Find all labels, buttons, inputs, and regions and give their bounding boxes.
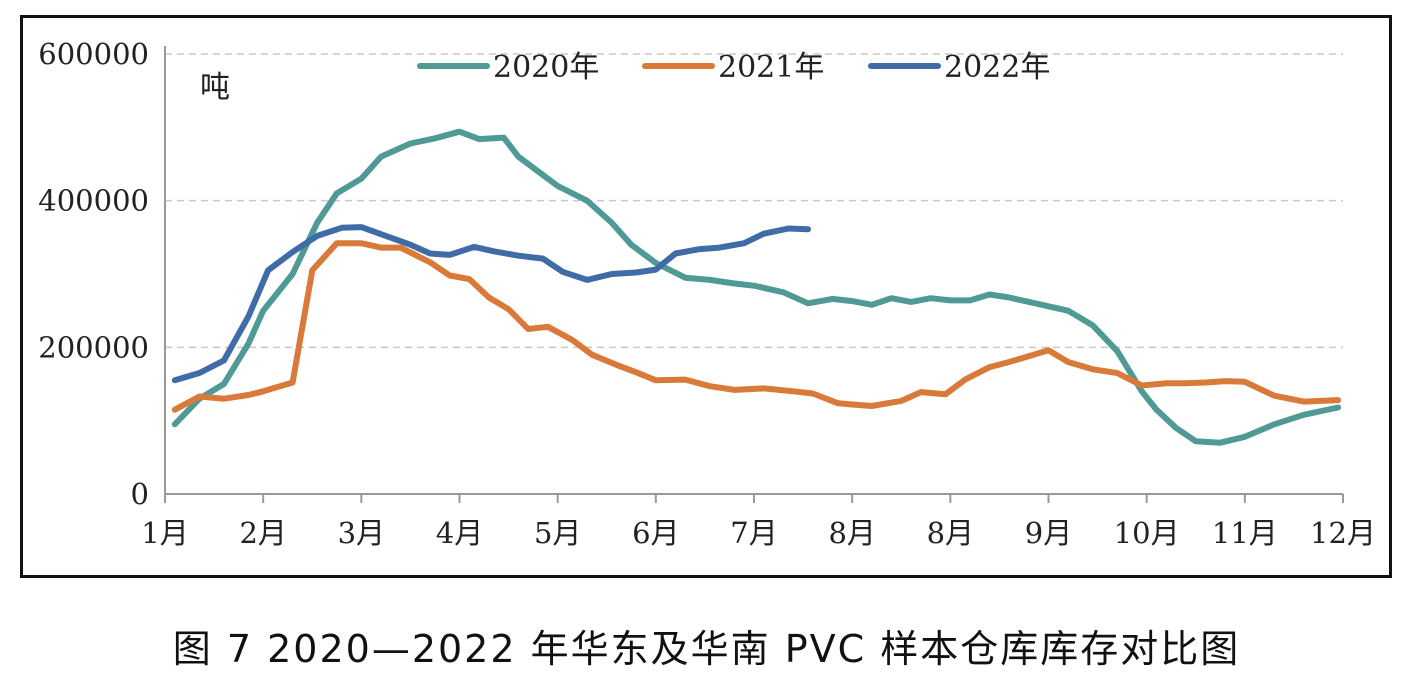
series-line-2021年 bbox=[171, 240, 1342, 413]
x-tick-label: 11月 bbox=[1212, 516, 1278, 550]
series-layer bbox=[171, 128, 1342, 446]
chart-svg: 0 200000 400000 600000 1月 2月 3月 4月 5月 6月 7月 8月 8月 9月 1… bbox=[38, 37, 1376, 550]
y-tick-label: 0 bbox=[131, 477, 149, 511]
chart-frame: 0 200000 400000 600000 1月 2月 3月 4月 5月 6月 7月 8月 8月 9月 1… bbox=[20, 15, 1392, 578]
x-tick-label: 12月 bbox=[1310, 516, 1376, 550]
x-tick-label: 3月 bbox=[338, 516, 385, 550]
legend-label: 2022年 bbox=[944, 50, 1050, 85]
axis-layer: 0 200000 400000 600000 1月 2月 3月 4月 5月 6月 7月 8月 8月 9月 1… bbox=[38, 37, 1376, 550]
legend: 2020年 2021年 2022年 bbox=[417, 50, 1050, 85]
y-tick-label: 400000 bbox=[38, 184, 149, 218]
series-line-2022年 bbox=[171, 224, 811, 384]
grid-layer bbox=[165, 53, 1343, 349]
series-line-2020年 bbox=[171, 128, 1342, 446]
x-tick-label: 5月 bbox=[534, 516, 581, 550]
x-tick-label: 7月 bbox=[730, 516, 777, 550]
x-tick-label: 6月 bbox=[632, 516, 679, 550]
y-tick-label: 600000 bbox=[38, 37, 149, 71]
legend-label: 2021年 bbox=[718, 50, 824, 85]
x-tick-label: 1月 bbox=[141, 516, 188, 550]
x-tick-label: 8月 bbox=[828, 516, 875, 550]
x-tick-label: 9月 bbox=[1025, 516, 1072, 550]
x-tick-label: 4月 bbox=[436, 516, 483, 550]
unit-label: 吨 bbox=[200, 70, 230, 105]
legend-label: 2020年 bbox=[493, 50, 599, 85]
x-tick-label: 8月 bbox=[927, 516, 974, 550]
x-tick-label: 2月 bbox=[239, 516, 286, 550]
figure-caption: 图 7 2020—2022 年华东及华南 PVC 样本仓库库存对比图 bbox=[172, 627, 1241, 671]
y-tick-label: 200000 bbox=[38, 330, 149, 364]
x-tick-label: 10月 bbox=[1114, 516, 1180, 550]
